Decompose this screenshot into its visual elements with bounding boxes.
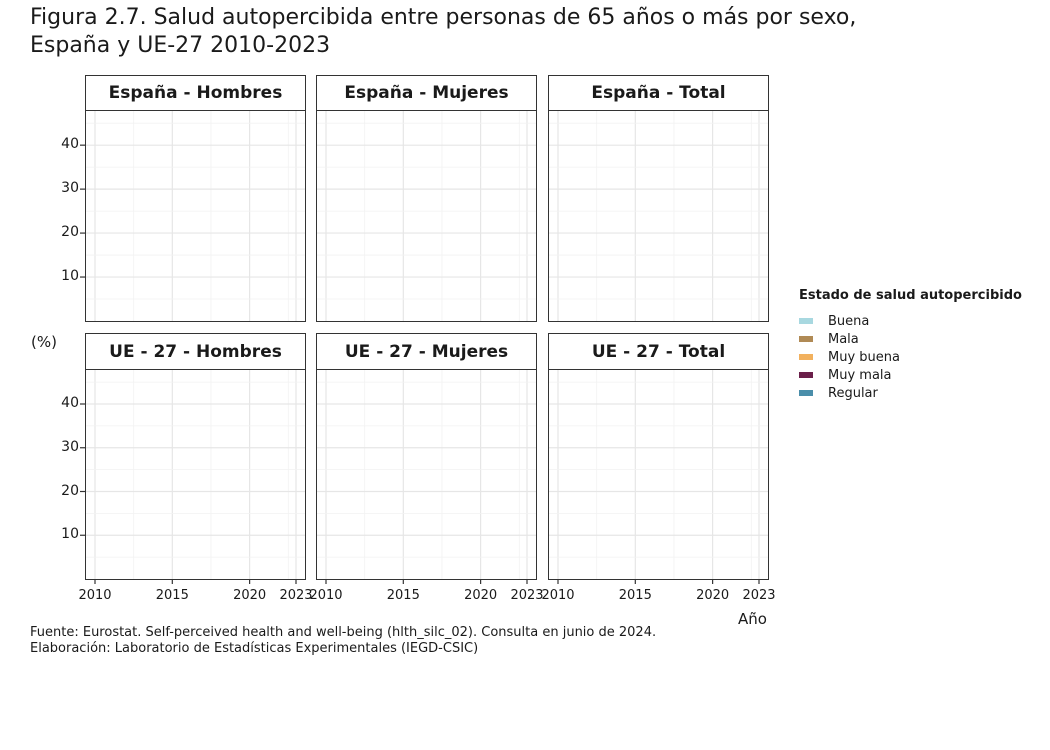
legend-item: Regular: [799, 384, 1022, 402]
x-tick-label: 2015: [155, 588, 189, 603]
facet-strip-label: UE - 27 - Mujeres: [316, 333, 537, 370]
legend-label: Buena: [828, 313, 870, 329]
legend-item: Muy buena: [799, 348, 1022, 366]
x-tick-label: 2020: [233, 588, 267, 603]
legend-key: [799, 318, 813, 324]
legend-label: Regular: [828, 385, 878, 401]
x-tick-label: 2020: [464, 588, 498, 603]
y-tick-label: 10: [61, 526, 79, 543]
legend-key: [799, 372, 813, 378]
chart-title-line2: España y UE-27 2010-2023: [30, 33, 331, 58]
x-tick-label: 2023: [742, 588, 776, 603]
legend-item: Mala: [799, 330, 1022, 348]
legend-item: Buena: [799, 312, 1022, 330]
legend: Estado de salud autopercibido Buena Mala M…: [799, 288, 1022, 402]
x-tick-label: 2010: [78, 588, 112, 603]
legend-label: Muy buena: [828, 349, 900, 365]
y-tick-label: 20: [61, 482, 79, 499]
chart-title: Figura 2.7. Salud autopercibida entre pe…: [30, 4, 856, 60]
x-tick-label: 2010: [309, 588, 343, 603]
y-tick-label: 10: [61, 268, 79, 285]
y-tick-label: 30: [61, 438, 79, 455]
caption-credit: Elaboración: Laboratorio de Estadísticas…: [30, 641, 479, 656]
x-tick-label: 2020: [696, 588, 730, 603]
x-tick-label: 2015: [386, 588, 420, 603]
caption: Fuente: Eurostat. Self-perceived health …: [30, 625, 656, 657]
legend-key: [799, 336, 813, 342]
y-tick-label: 40: [61, 136, 79, 153]
facet-strip-label: España - Hombres: [85, 75, 306, 111]
legend-item: Muy mala: [799, 366, 1022, 384]
legend-label: Muy mala: [828, 367, 892, 383]
facet-strip-label: España - Mujeres: [316, 75, 537, 111]
facet-panel: [316, 369, 537, 580]
facet-panel: [548, 110, 769, 322]
legend-title: Estado de salud autopercibido: [799, 288, 1022, 303]
y-tick-label: 30: [61, 180, 79, 197]
legend-key: [799, 390, 813, 396]
x-tick-label: 2015: [618, 588, 652, 603]
facet-panel: [85, 369, 306, 580]
x-tick-label: 2023: [510, 588, 544, 603]
legend-key: [799, 354, 813, 360]
x-axis-label: Año: [738, 610, 767, 628]
facet-strip-label: España - Total: [548, 75, 769, 111]
facet-strip-label: UE - 27 - Total: [548, 333, 769, 370]
facet-panel: [548, 369, 769, 580]
y-tick-label: 20: [61, 224, 79, 241]
legend-items: Buena Mala Muy buena Muy mala Regular: [799, 312, 1022, 402]
facet-panel: [316, 110, 537, 322]
facet-strip-label: UE - 27 - Hombres: [85, 333, 306, 370]
legend-label: Mala: [828, 331, 859, 347]
facet-panel: [85, 110, 306, 322]
x-tick-label: 2010: [541, 588, 575, 603]
y-axis-label: (%): [31, 333, 57, 351]
caption-source: Fuente: Eurostat. Self-perceived health …: [30, 625, 657, 640]
chart-title-line1: Figura 2.7. Salud autopercibida entre pe…: [30, 5, 857, 30]
y-tick-label: 40: [61, 395, 79, 411]
x-tick-label: 2023: [279, 588, 313, 603]
